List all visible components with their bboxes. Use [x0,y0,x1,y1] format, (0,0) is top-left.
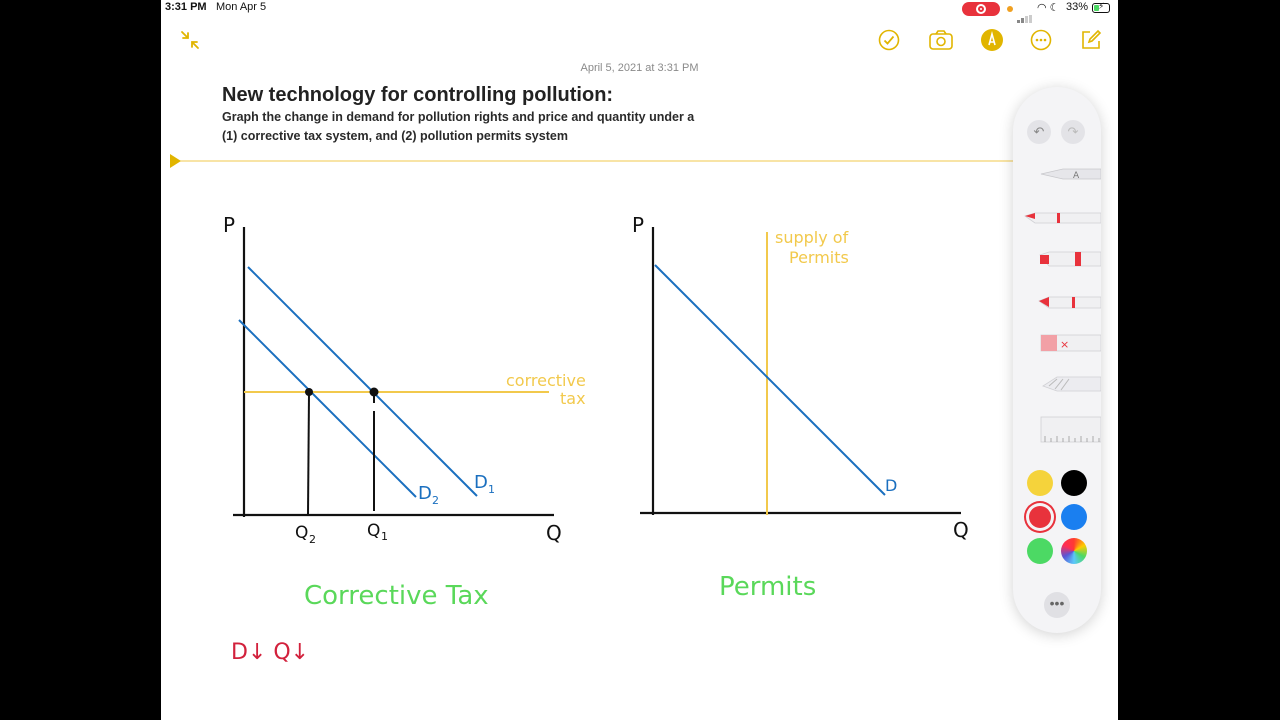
color-picker-icon[interactable] [1061,538,1087,564]
eraser-tool-icon[interactable]: × [1040,334,1101,352]
q2-label: Q [295,523,308,543]
drawing-handle-icon[interactable] [170,154,181,168]
tax-label-line-1: corrective [506,371,586,390]
demand-curve-d1 [247,266,478,497]
tax-label-line-2: tax [560,389,586,408]
left-x-label: Q [546,521,562,545]
q1-equilibrium-point [369,387,379,397]
note-body-line-2[interactable]: (1) corrective tax system, and (2) pollu… [222,129,568,143]
right-y-label: P [632,213,644,237]
battery-percent: 33% [1066,1,1089,13]
color-green-swatch[interactable] [1027,538,1053,564]
q2-dropline [307,392,310,516]
d1-label: D [474,472,488,493]
q2-subscript: 2 [309,533,316,546]
svg-text:×: × [1060,338,1069,351]
status-time: 3:31 PM [165,1,207,13]
camera-icon[interactable] [928,27,954,53]
left-y-label: P [223,213,235,237]
redo-icon[interactable]: ↷ [1061,120,1085,144]
q2-equilibrium-point [305,388,313,396]
more-icon[interactable] [1028,27,1054,53]
color-blue-swatch[interactable] [1061,504,1087,530]
d1-subscript: 1 [488,483,495,496]
note-date: April 5, 2021 at 3:31 PM [580,62,699,74]
notes-screen: 3:31 PM Mon Apr 5 ◠ ☾ 33% ⚡ [161,0,1118,720]
lasso-tool-icon[interactable] [1042,376,1101,392]
wifi-moon-icons: ◠ ☾ [1037,2,1060,14]
color-black-swatch[interactable] [1061,470,1087,496]
svg-text:A: A [1073,171,1080,181]
cellular-icon [1017,5,1035,23]
marker-tool-icon[interactable] [1024,212,1101,224]
supply-label-line-1: supply of [775,228,849,247]
status-date: Mon Apr 5 [216,1,267,13]
checklist-icon[interactable] [876,27,902,53]
right-x-label: Q [953,518,969,542]
d2-subscript: 2 [432,494,439,507]
screen-recording-icon[interactable] [962,2,1000,16]
permits-caption: Permits [719,572,816,602]
permits-graph: P Q supply of Permits D Permits [632,213,969,602]
shrink-icon[interactable] [177,27,203,53]
markup-icon[interactable] [979,27,1005,53]
drawing-canvas[interactable]: P Q corrective tax D 1 D 2 Q 2 Q 1 Corre… [161,0,1118,720]
compose-icon[interactable] [1078,27,1104,53]
note-body-line-1[interactable]: Graph the change in demand for pollution… [222,110,695,124]
mic-indicator-icon [1007,6,1013,12]
ruler-tool-icon[interactable] [1040,416,1101,443]
color-red-swatch-selected[interactable] [1029,506,1051,528]
pen-tool-icon[interactable]: A [1040,168,1101,181]
d-label: D [885,476,897,495]
demand-curve-d [654,264,886,496]
undo-icon[interactable]: ↶ [1027,120,1051,144]
pencil-tool-icon[interactable] [1038,296,1101,309]
q1-label: Q [367,521,380,541]
drawing-tools[interactable]: A × [1013,157,1101,557]
note-title[interactable]: New technology for controlling pollution… [222,84,614,106]
markup-tool-palette: ↶ ↷ A [1013,87,1101,633]
color-yellow-swatch[interactable] [1027,470,1053,496]
demand-curve-d2 [238,319,417,498]
highlighter-tool-icon[interactable] [1039,251,1101,267]
corrective-tax-graph: P Q corrective tax D 1 D 2 Q 2 Q 1 Corre… [223,213,586,665]
palette-more-icon[interactable]: ••• [1044,592,1070,618]
demand-quantity-note: D↓ Q↓ [231,640,309,665]
corrective-tax-caption: Corrective Tax [304,581,489,611]
supply-label-line-2: Permits [789,248,849,267]
q1-subscript: 1 [381,530,388,543]
battery-icon: ⚡ [1092,1,1110,13]
d2-label: D [418,483,432,504]
